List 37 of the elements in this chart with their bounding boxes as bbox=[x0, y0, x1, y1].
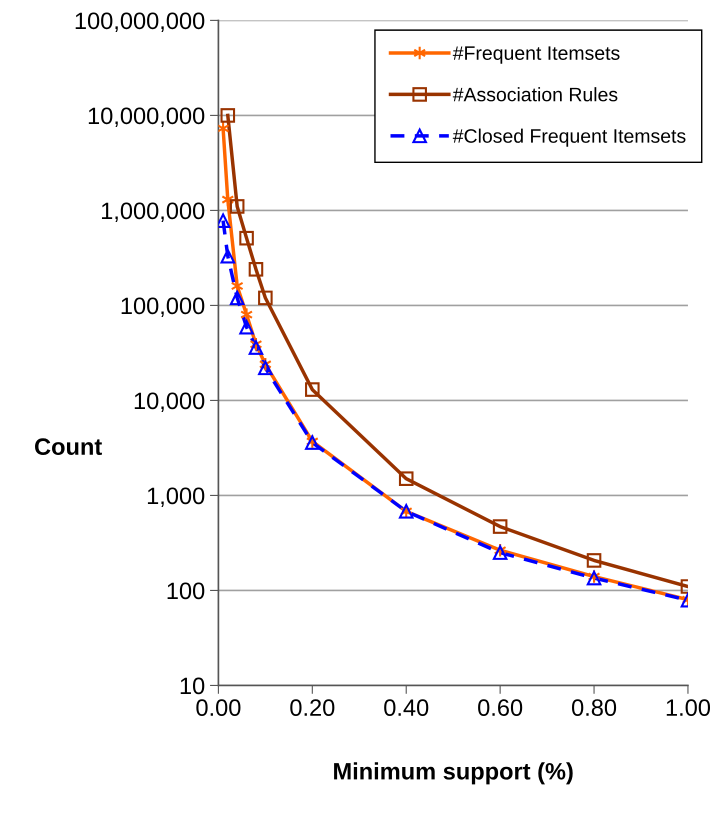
y-tick-label: 1,000,000 bbox=[102, 202, 204, 222]
point bbox=[230, 278, 244, 294]
x-tick-label: 1.00 bbox=[666, 699, 710, 716]
x-tick-label: 0.00 bbox=[196, 699, 240, 716]
point bbox=[398, 471, 414, 486]
point bbox=[258, 290, 273, 306]
point bbox=[240, 307, 254, 322]
y-tick-label: 100,000 bbox=[122, 297, 204, 317]
y-tick-label: 10,000,000 bbox=[88, 107, 204, 127]
legend-label: #Association Rules bbox=[452, 87, 618, 102]
legend-label: #Frequent Itemsets bbox=[452, 46, 620, 64]
point bbox=[250, 336, 262, 352]
x-tick-label: 0.60 bbox=[478, 699, 522, 716]
point bbox=[220, 248, 236, 264]
point bbox=[230, 199, 244, 214]
point bbox=[239, 230, 254, 246]
x-axis-title: Minimum support (%) bbox=[334, 762, 573, 784]
point bbox=[586, 553, 602, 568]
y-axis-title: Count bbox=[35, 438, 102, 456]
point bbox=[305, 382, 320, 397]
point bbox=[220, 108, 236, 123]
point bbox=[239, 320, 254, 334]
x-tick-label: 0.40 bbox=[384, 699, 428, 716]
point bbox=[248, 262, 264, 277]
y-tick-label: 10 bbox=[180, 678, 204, 694]
legend-label: #Closed Frequent Itemsets bbox=[452, 128, 686, 147]
y-tick-label: 1,000 bbox=[148, 487, 204, 508]
point bbox=[230, 290, 244, 306]
x-tick-label: 0.20 bbox=[290, 699, 334, 716]
y-tick-label: 100 bbox=[168, 582, 204, 600]
point bbox=[258, 357, 272, 372]
point bbox=[258, 360, 273, 376]
y-tick-label: 100,000,000 bbox=[76, 12, 204, 32]
x-tick-label: 0.80 bbox=[572, 699, 616, 716]
point bbox=[248, 340, 264, 355]
y-tick-label: 10,000 bbox=[134, 392, 204, 412]
point bbox=[492, 519, 508, 534]
